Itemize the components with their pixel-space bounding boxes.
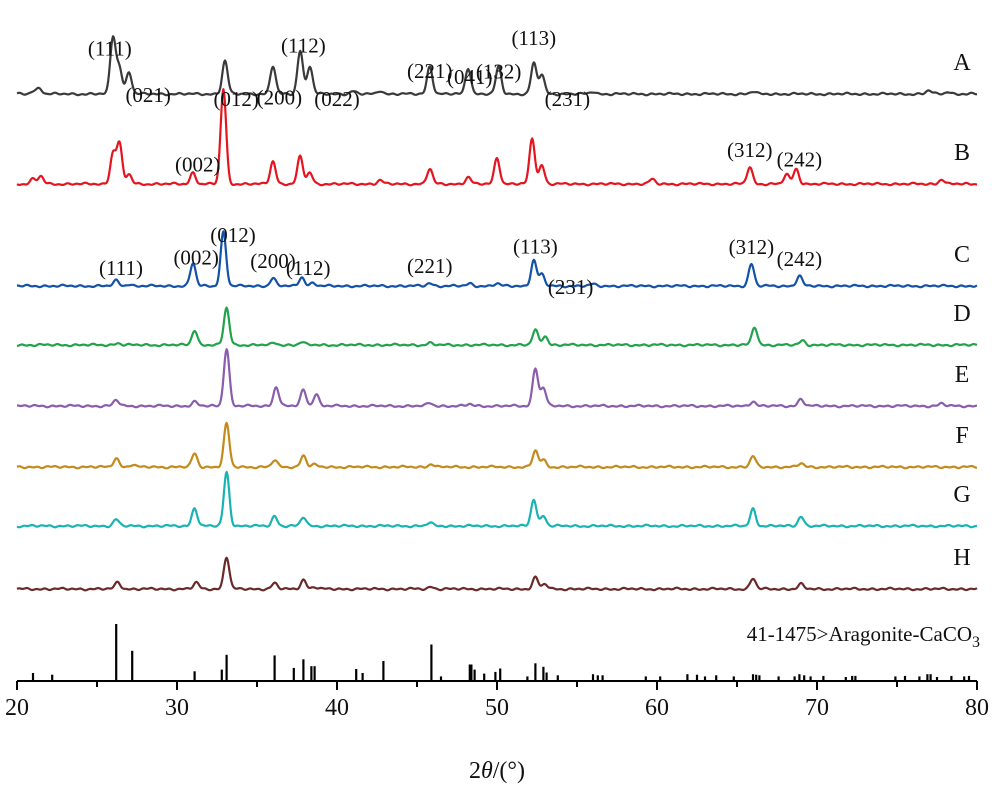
x-axis: 20 30 40 50 60 70 80 [5, 680, 989, 721]
series-h-label: H [953, 545, 970, 571]
series-e-line [16, 348, 978, 409]
series-c-label: C [954, 242, 970, 268]
x-tick-label: 80 [965, 695, 989, 721]
series-f-line [16, 421, 978, 470]
x-tick-label: 50 [485, 695, 509, 721]
hkl-label: (113) [511, 26, 556, 50]
hkl-label: (242) [777, 147, 823, 171]
hkl-label: (012) [210, 223, 256, 247]
hkl-label: (112) [281, 34, 326, 58]
reference-label: 41-1475>Aragonite-CaCO3 [747, 622, 980, 651]
series-a-label: A [953, 50, 971, 76]
hkl-label: (111) [88, 37, 132, 61]
x-tick-label: 20 [5, 695, 29, 721]
series-layer: A B C D E F G H [16, 35, 978, 592]
hkl-label: (200) [257, 85, 303, 109]
hkl-label: (112) [286, 256, 331, 280]
hkl-label: (132) [476, 60, 522, 84]
series-b-line [16, 88, 978, 187]
x-tick-label: 70 [805, 695, 829, 721]
series-g-label: G [953, 482, 970, 508]
series-f-label: F [955, 423, 968, 449]
hkl-label: (021) [125, 83, 171, 107]
x-tick-label: 60 [645, 695, 669, 721]
hkl-label: (312) [729, 235, 775, 259]
hkl-label: (113) [513, 235, 558, 259]
series-d-label: D [953, 301, 970, 327]
series-a-line [16, 35, 978, 97]
series-e-label: E [955, 362, 970, 388]
hkl-label: (200) [250, 249, 296, 273]
hkl-label: (312) [727, 138, 773, 162]
x-axis-label: 2θ/(°) [469, 758, 525, 784]
hkl-label: (002) [173, 246, 219, 270]
x-tick-label: 40 [325, 695, 349, 721]
hkl-label: (221) [407, 254, 453, 278]
x-tick-label: 30 [165, 695, 189, 721]
series-d-line [16, 306, 978, 348]
hkl-label: (231) [548, 275, 594, 299]
hkl-label: (012) [213, 87, 259, 111]
series-c-line [16, 230, 978, 289]
series-h-line [16, 556, 978, 592]
hkl-label: (231) [545, 87, 591, 111]
hkl-label: (002) [175, 153, 221, 177]
hkl-label: (221) [407, 59, 453, 83]
series-g-line [16, 470, 978, 529]
annotation-layer: (111)(021) (012)(200)(112)(022)(221)(041)… [88, 26, 822, 299]
hkl-label: (022) [314, 87, 360, 111]
hkl-label: (242) [777, 247, 823, 271]
hkl-label: (111) [99, 256, 143, 280]
hkl-label: (041) [447, 65, 493, 89]
series-b-label: B [954, 140, 970, 166]
